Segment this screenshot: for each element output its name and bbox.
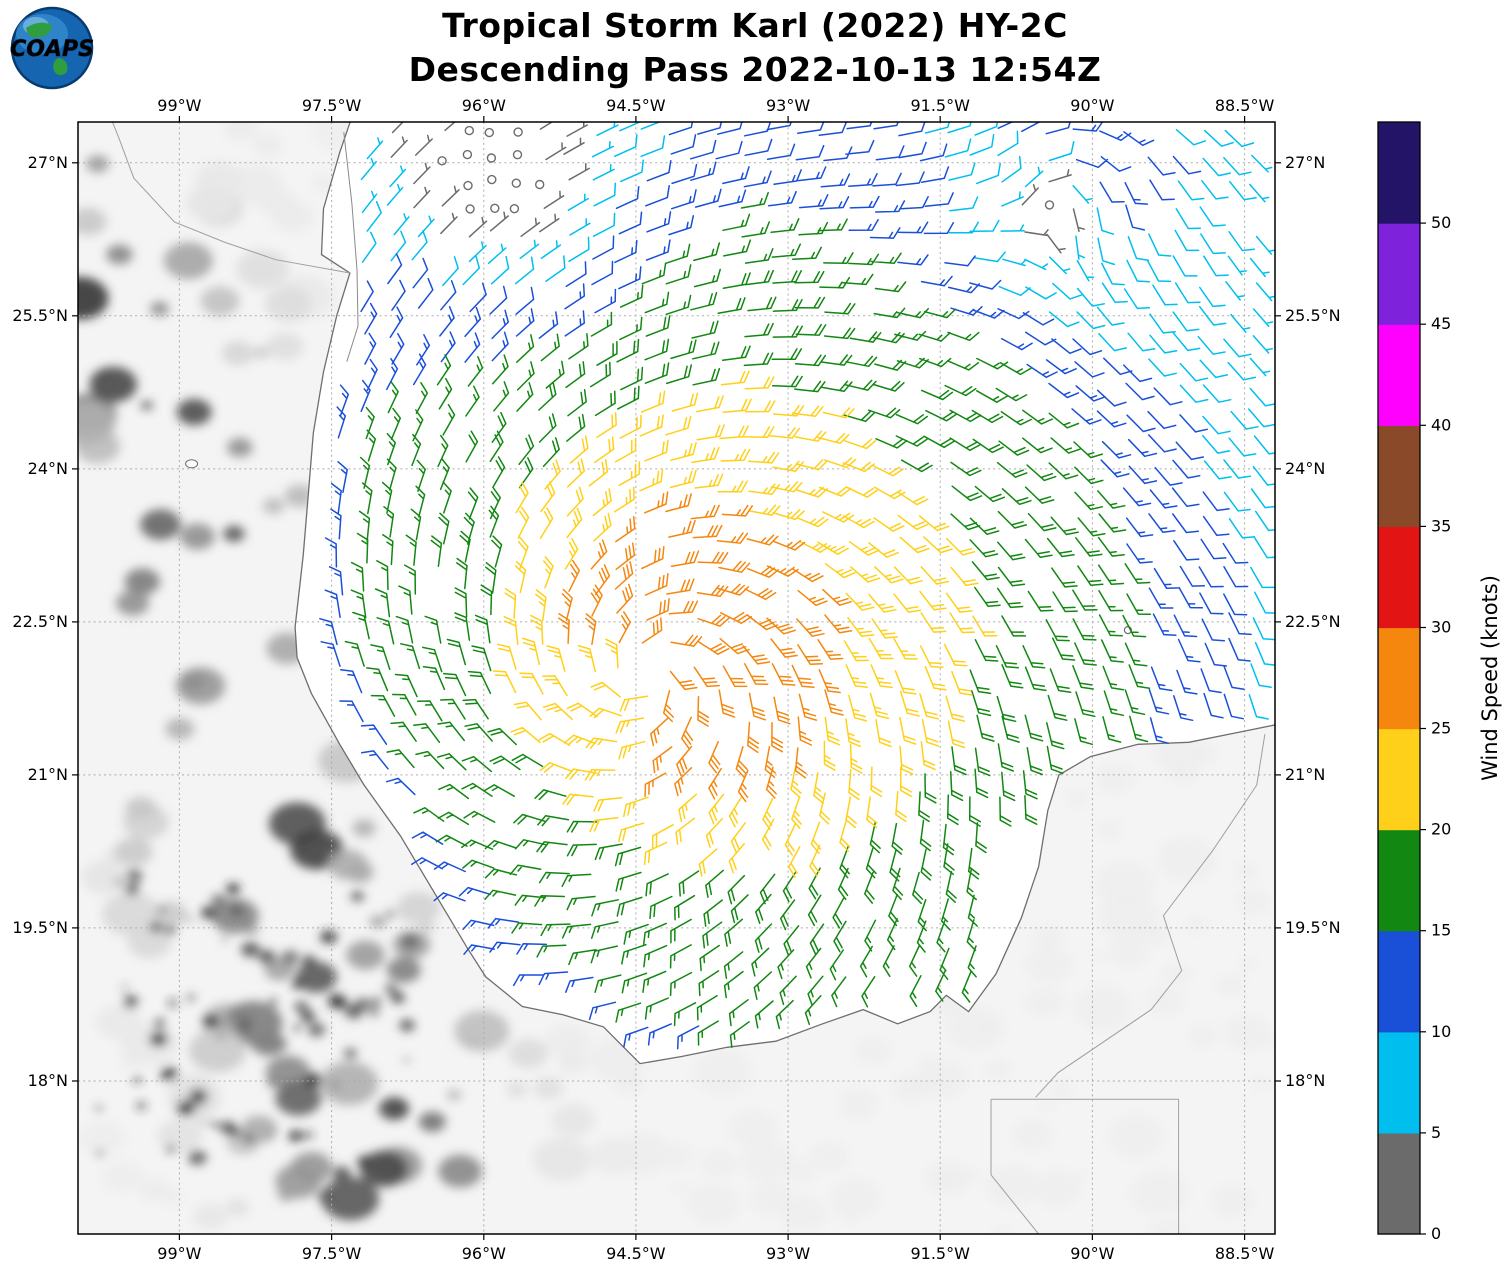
lon-tick-label: 97.5°W — [302, 96, 362, 115]
lon-tick-label: 90°W — [1070, 1244, 1114, 1263]
colorbar-segment — [1378, 324, 1420, 426]
colorbar-tick-label: 40 — [1431, 415, 1451, 434]
lat-tick-label: 18°N — [1285, 1071, 1325, 1090]
colorbar-tick-label: 45 — [1431, 314, 1451, 333]
colorbar-tick-label: 5 — [1431, 1123, 1441, 1142]
lat-tick-label: 18°N — [28, 1071, 68, 1090]
colorbar-segment — [1378, 1031, 1420, 1134]
coaps-logo: COAPS — [8, 4, 96, 96]
wind-barbs-bin-3 — [344, 191, 1152, 1048]
colorbar-tick-label: 20 — [1431, 820, 1451, 839]
lon-tick-label: 96°W — [462, 1244, 506, 1263]
lon-tick-label: 94.5°W — [606, 96, 666, 115]
lat-tick-label: 22.5°N — [12, 612, 68, 631]
lon-tick-label: 88.5°W — [1215, 1244, 1275, 1263]
lon-tick-label: 99°W — [157, 96, 201, 115]
colorbar: 0 5 10 15 20 25 30 35 40 45 50 Wind Speed (knots) — [1377, 121, 1502, 1243]
colorbar-axis-label: Wind Speed (knots) — [1478, 575, 1502, 781]
title-block: Tropical Storm Karl (2022) HY-2C Descend… — [0, 4, 1510, 92]
lat-tick-label: 24°N — [28, 459, 68, 478]
wind-barbs-bin-2 — [319, 122, 1252, 1050]
wind-barbs-bin-0 — [390, 122, 1085, 254]
lon-tick-label: 88.5°W — [1215, 96, 1275, 115]
lat-tick-label: 25.5°N — [1285, 306, 1341, 325]
colorbar-tick-label: 0 — [1431, 1224, 1441, 1243]
colorbar-segment — [1378, 1132, 1420, 1235]
globe-continent-north — [26, 22, 52, 38]
wind-barb-layer — [319, 122, 1275, 1050]
colorbar-tick-label: 10 — [1431, 1022, 1451, 1041]
lon-tick-label: 93°W — [766, 1244, 810, 1263]
colorbar-segment — [1378, 728, 1420, 831]
lat-tick-label: 25.5°N — [12, 306, 68, 325]
colorbar-segment — [1378, 526, 1420, 629]
lat-tick-label: 27°N — [28, 153, 68, 172]
wind-barbs-bin-5 — [558, 491, 853, 803]
colorbar-segment — [1378, 223, 1420, 325]
lat-tick-label: 27°N — [1285, 153, 1325, 172]
wind-barbs-bin-1 — [360, 122, 1275, 720]
colorbar-segment — [1378, 627, 1420, 730]
lat-tick-label: 21°N — [28, 765, 68, 784]
lon-tick-label: 90°W — [1070, 96, 1114, 115]
colorbar-segment — [1378, 425, 1420, 527]
political-border — [1035, 734, 1266, 1098]
colorbar-border — [1377, 121, 1421, 1235]
map-layers — [78, 122, 1275, 1234]
plot-subtitle: Descending Pass 2022-10-13 12:54Z — [408, 50, 1102, 89]
political-border — [990, 1174, 1040, 1234]
lat-tick-label: 24°N — [1285, 459, 1325, 478]
colorbar-tick-label: 30 — [1431, 618, 1451, 637]
lon-tick-label: 97.5°W — [302, 1244, 362, 1263]
coaps-logo-text: COAPS — [10, 37, 94, 62]
axis-ticks-labels: 99°W 99°W 97.5°W 97.5°W 96°W 96°W 94.5°W 94.5°W… — [12, 96, 1340, 1263]
globe-continent-south — [53, 58, 68, 76]
lon-tick-label: 91.5°W — [910, 1244, 970, 1263]
colorbar-tick-label: 25 — [1431, 719, 1451, 738]
lon-tick-label: 96°W — [462, 96, 506, 115]
colorbar-segment — [1378, 829, 1420, 932]
lon-tick-label: 99°W — [157, 1244, 201, 1263]
colorbar-tick-label: 35 — [1431, 516, 1451, 535]
lon-tick-label: 91.5°W — [910, 96, 970, 115]
coastline-borders — [111, 122, 1275, 1234]
colorbar-segment — [1378, 930, 1420, 1033]
lat-tick-label: 19.5°N — [1285, 918, 1341, 937]
political-border — [111, 122, 350, 274]
coaps-logo-globe: COAPS — [10, 6, 94, 90]
lat-tick-label: 19.5°N — [12, 918, 68, 937]
lon-tick-label: 93°W — [766, 96, 810, 115]
barrier-island — [343, 132, 359, 362]
wind-barbs-bin-4 — [492, 370, 998, 878]
lon-tick-label: 94.5°W — [606, 1244, 666, 1263]
inland-lake — [185, 459, 199, 469]
plot-border — [77, 121, 1276, 1235]
colorbar-tick-label: 15 — [1431, 921, 1451, 940]
lat-tick-label: 21°N — [1285, 765, 1325, 784]
lat-tick-label: 22.5°N — [1285, 612, 1341, 631]
colorbar-segment — [1378, 122, 1420, 224]
colorbar-tick-label: 50 — [1431, 213, 1451, 232]
gridlines — [78, 122, 1275, 1234]
plot-title: Tropical Storm Karl (2022) HY-2C — [442, 6, 1068, 45]
coastline — [294, 122, 1275, 1065]
